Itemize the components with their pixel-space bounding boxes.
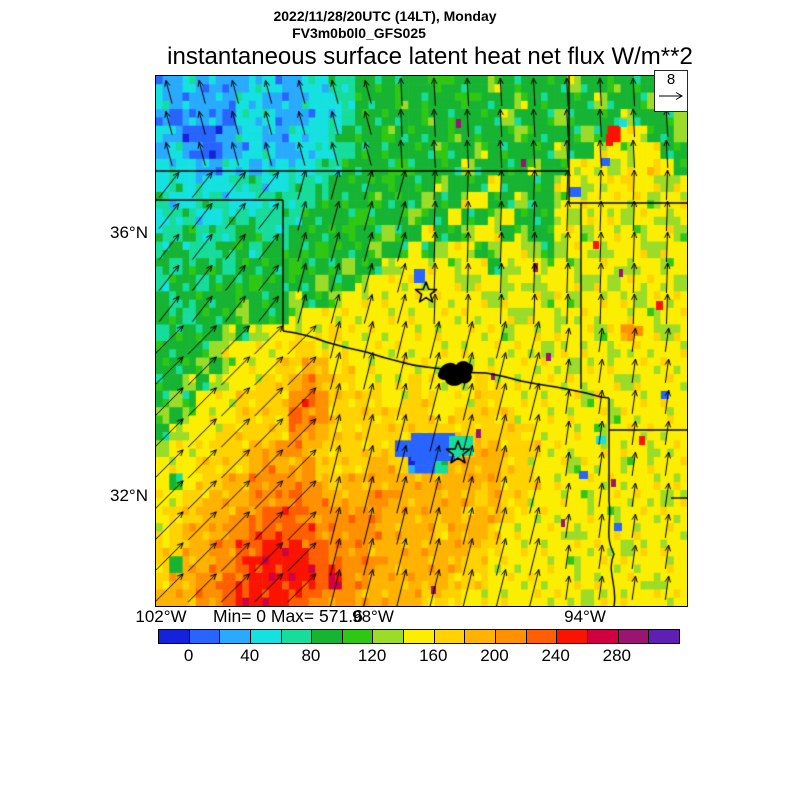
- colorbar-tick-label: 120: [357, 646, 387, 665]
- reference-arrow-icon: [659, 92, 683, 100]
- colorbar-tick-label: 160: [419, 646, 448, 665]
- wind-reference-value: 8: [666, 71, 676, 88]
- plot-title: instantaneous surface latent heat net fl…: [167, 43, 693, 70]
- colorbar-tick-label: 40: [240, 646, 260, 665]
- flux-heatmap-canvas: [156, 76, 687, 606]
- lon-tick-98w: 98°W: [352, 607, 394, 626]
- lon-tick-102w: 102°W: [135, 607, 187, 626]
- colorbar-tick-label: 280: [602, 646, 631, 665]
- colorbar-ticks: 0 40 80 120 160 200 240 280: [158, 646, 680, 668]
- map-area: [155, 75, 688, 607]
- datetime-label: 2022/11/28/20UTC (14LT), Monday: [273, 8, 497, 24]
- colorbar: [158, 629, 680, 644]
- colorbar-tick-label: 200: [480, 646, 509, 665]
- colorbar-tick-label: 240: [541, 646, 570, 665]
- model-run-label: FV3m0b0l0_GFS025: [292, 25, 426, 41]
- lat-tick-36n: 36°N: [110, 223, 148, 242]
- lon-tick-94w: 94°W: [564, 607, 606, 626]
- colorbar-tick-label: 0: [183, 646, 194, 665]
- lat-tick-32n: 32°N: [110, 486, 148, 505]
- colorbar-tick-label: 80: [301, 646, 321, 665]
- wind-reference-box: 8: [654, 70, 688, 112]
- minmax-label: Min= 0 Max= 571.6: [213, 606, 363, 626]
